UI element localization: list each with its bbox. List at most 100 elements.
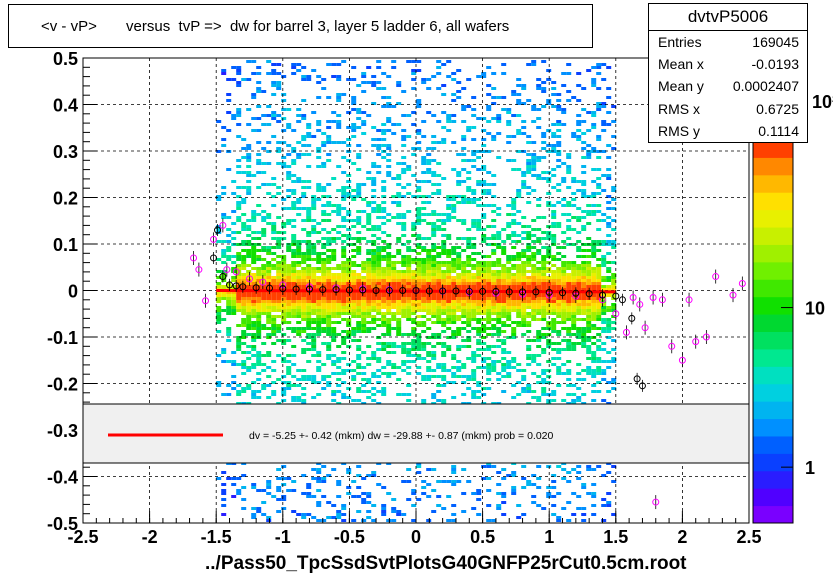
heatmap-cell [391, 66, 397, 69]
heatmap-cell [266, 300, 272, 303]
heatmap-cell [271, 246, 277, 249]
heatmap-cell [431, 396, 437, 399]
heatmap-cell [311, 135, 317, 138]
heatmap-cell [471, 165, 477, 168]
heatmap-cell [306, 246, 312, 249]
heatmap-cell [311, 396, 317, 399]
heatmap-cell [251, 390, 257, 393]
heatmap-cell [516, 312, 522, 315]
heatmap-cell [501, 270, 507, 273]
heatmap-cell [326, 474, 332, 477]
heatmap-cell [591, 288, 597, 291]
heatmap-cell [541, 276, 547, 279]
heatmap-cell [446, 195, 452, 198]
heatmap-cell [486, 225, 492, 228]
heatmap-cell [491, 210, 497, 213]
heatmap-cell [456, 306, 462, 309]
heatmap-cell [261, 327, 267, 330]
heatmap-cell [261, 513, 267, 516]
heatmap-cell [461, 135, 467, 138]
heatmap-cell [606, 471, 612, 474]
heatmap-cell [546, 360, 552, 363]
heatmap-cell [261, 147, 267, 150]
heatmap-cell [611, 327, 617, 330]
heatmap-cell [531, 234, 537, 237]
heatmap-cell [346, 258, 352, 261]
heatmap-cell [431, 210, 437, 213]
heatmap-cell [336, 321, 342, 324]
heatmap-cell [431, 174, 437, 177]
heatmap-cell [406, 285, 412, 288]
heatmap-cell [346, 267, 352, 270]
heatmap-cell [471, 279, 477, 282]
heatmap-cell [441, 480, 447, 483]
heatmap-cell [421, 78, 427, 81]
heatmap-cell [586, 213, 592, 216]
heatmap-cell [231, 180, 237, 183]
y-tick-label: -0.2 [47, 375, 78, 395]
heatmap-cell [451, 381, 457, 384]
heatmap-cell [401, 114, 407, 117]
heatmap-cell [501, 252, 507, 255]
heatmap-cell [246, 366, 252, 369]
heatmap-cell [281, 303, 287, 306]
heatmap-cell [311, 381, 317, 384]
heatmap-cell [551, 303, 557, 306]
heatmap-cell [431, 300, 437, 303]
heatmap-cell [301, 318, 307, 321]
heatmap-cell [406, 297, 412, 300]
heatmap-cell [391, 201, 397, 204]
heatmap-cell [431, 297, 437, 300]
heatmap-cell [236, 303, 242, 306]
heatmap-cell [366, 309, 372, 312]
heatmap-cell [296, 114, 302, 117]
heatmap-cell [551, 318, 557, 321]
heatmap-cell [296, 396, 302, 399]
heatmap-cell [466, 321, 472, 324]
heatmap-cell [576, 114, 582, 117]
heatmap-cell [491, 297, 497, 300]
heatmap-cell [326, 63, 332, 66]
heatmap-cell [346, 264, 352, 267]
heatmap-cell [561, 300, 567, 303]
heatmap-cell [356, 339, 362, 342]
heatmap-cell [356, 183, 362, 186]
heatmap-cell [516, 99, 522, 102]
heatmap-cell [546, 237, 552, 240]
heatmap-cell [356, 192, 362, 195]
heatmap-cell [431, 294, 437, 297]
heatmap-cell [536, 126, 542, 129]
heatmap-cell [451, 282, 457, 285]
heatmap-cell [336, 123, 342, 126]
heatmap-cell [401, 144, 407, 147]
heatmap-cell [481, 189, 487, 192]
heatmap-cell [261, 267, 267, 270]
heatmap-cell [481, 360, 487, 363]
heatmap-cell [411, 303, 417, 306]
heatmap-cell [431, 279, 437, 282]
heatmap-cell [261, 216, 267, 219]
heatmap-cell [311, 306, 317, 309]
heatmap-cell [436, 183, 442, 186]
heatmap-cell [591, 483, 597, 486]
x-tick-label: -2.5 [67, 527, 98, 547]
heatmap-cell [306, 255, 312, 258]
heatmap-cell [341, 270, 347, 273]
title-box: <v - vP> versus tvP => dw for barrel 3, … [8, 4, 593, 48]
heatmap-cell [256, 507, 262, 510]
heatmap-cell [561, 246, 567, 249]
heatmap-cell [236, 216, 242, 219]
heatmap-cell [551, 93, 557, 96]
heatmap-cell [406, 114, 412, 117]
heatmap-cell [561, 297, 567, 300]
heatmap-cell [401, 264, 407, 267]
heatmap-cell [536, 330, 542, 333]
heatmap-cell [251, 513, 257, 516]
x-tick-label: 0 [411, 527, 421, 547]
heatmap-cell [441, 249, 447, 252]
heatmap-cell [221, 504, 227, 507]
heatmap-cell [276, 63, 282, 66]
heatmap-cell [421, 288, 427, 291]
heatmap-cell [586, 306, 592, 309]
heatmap-cell [376, 375, 382, 378]
